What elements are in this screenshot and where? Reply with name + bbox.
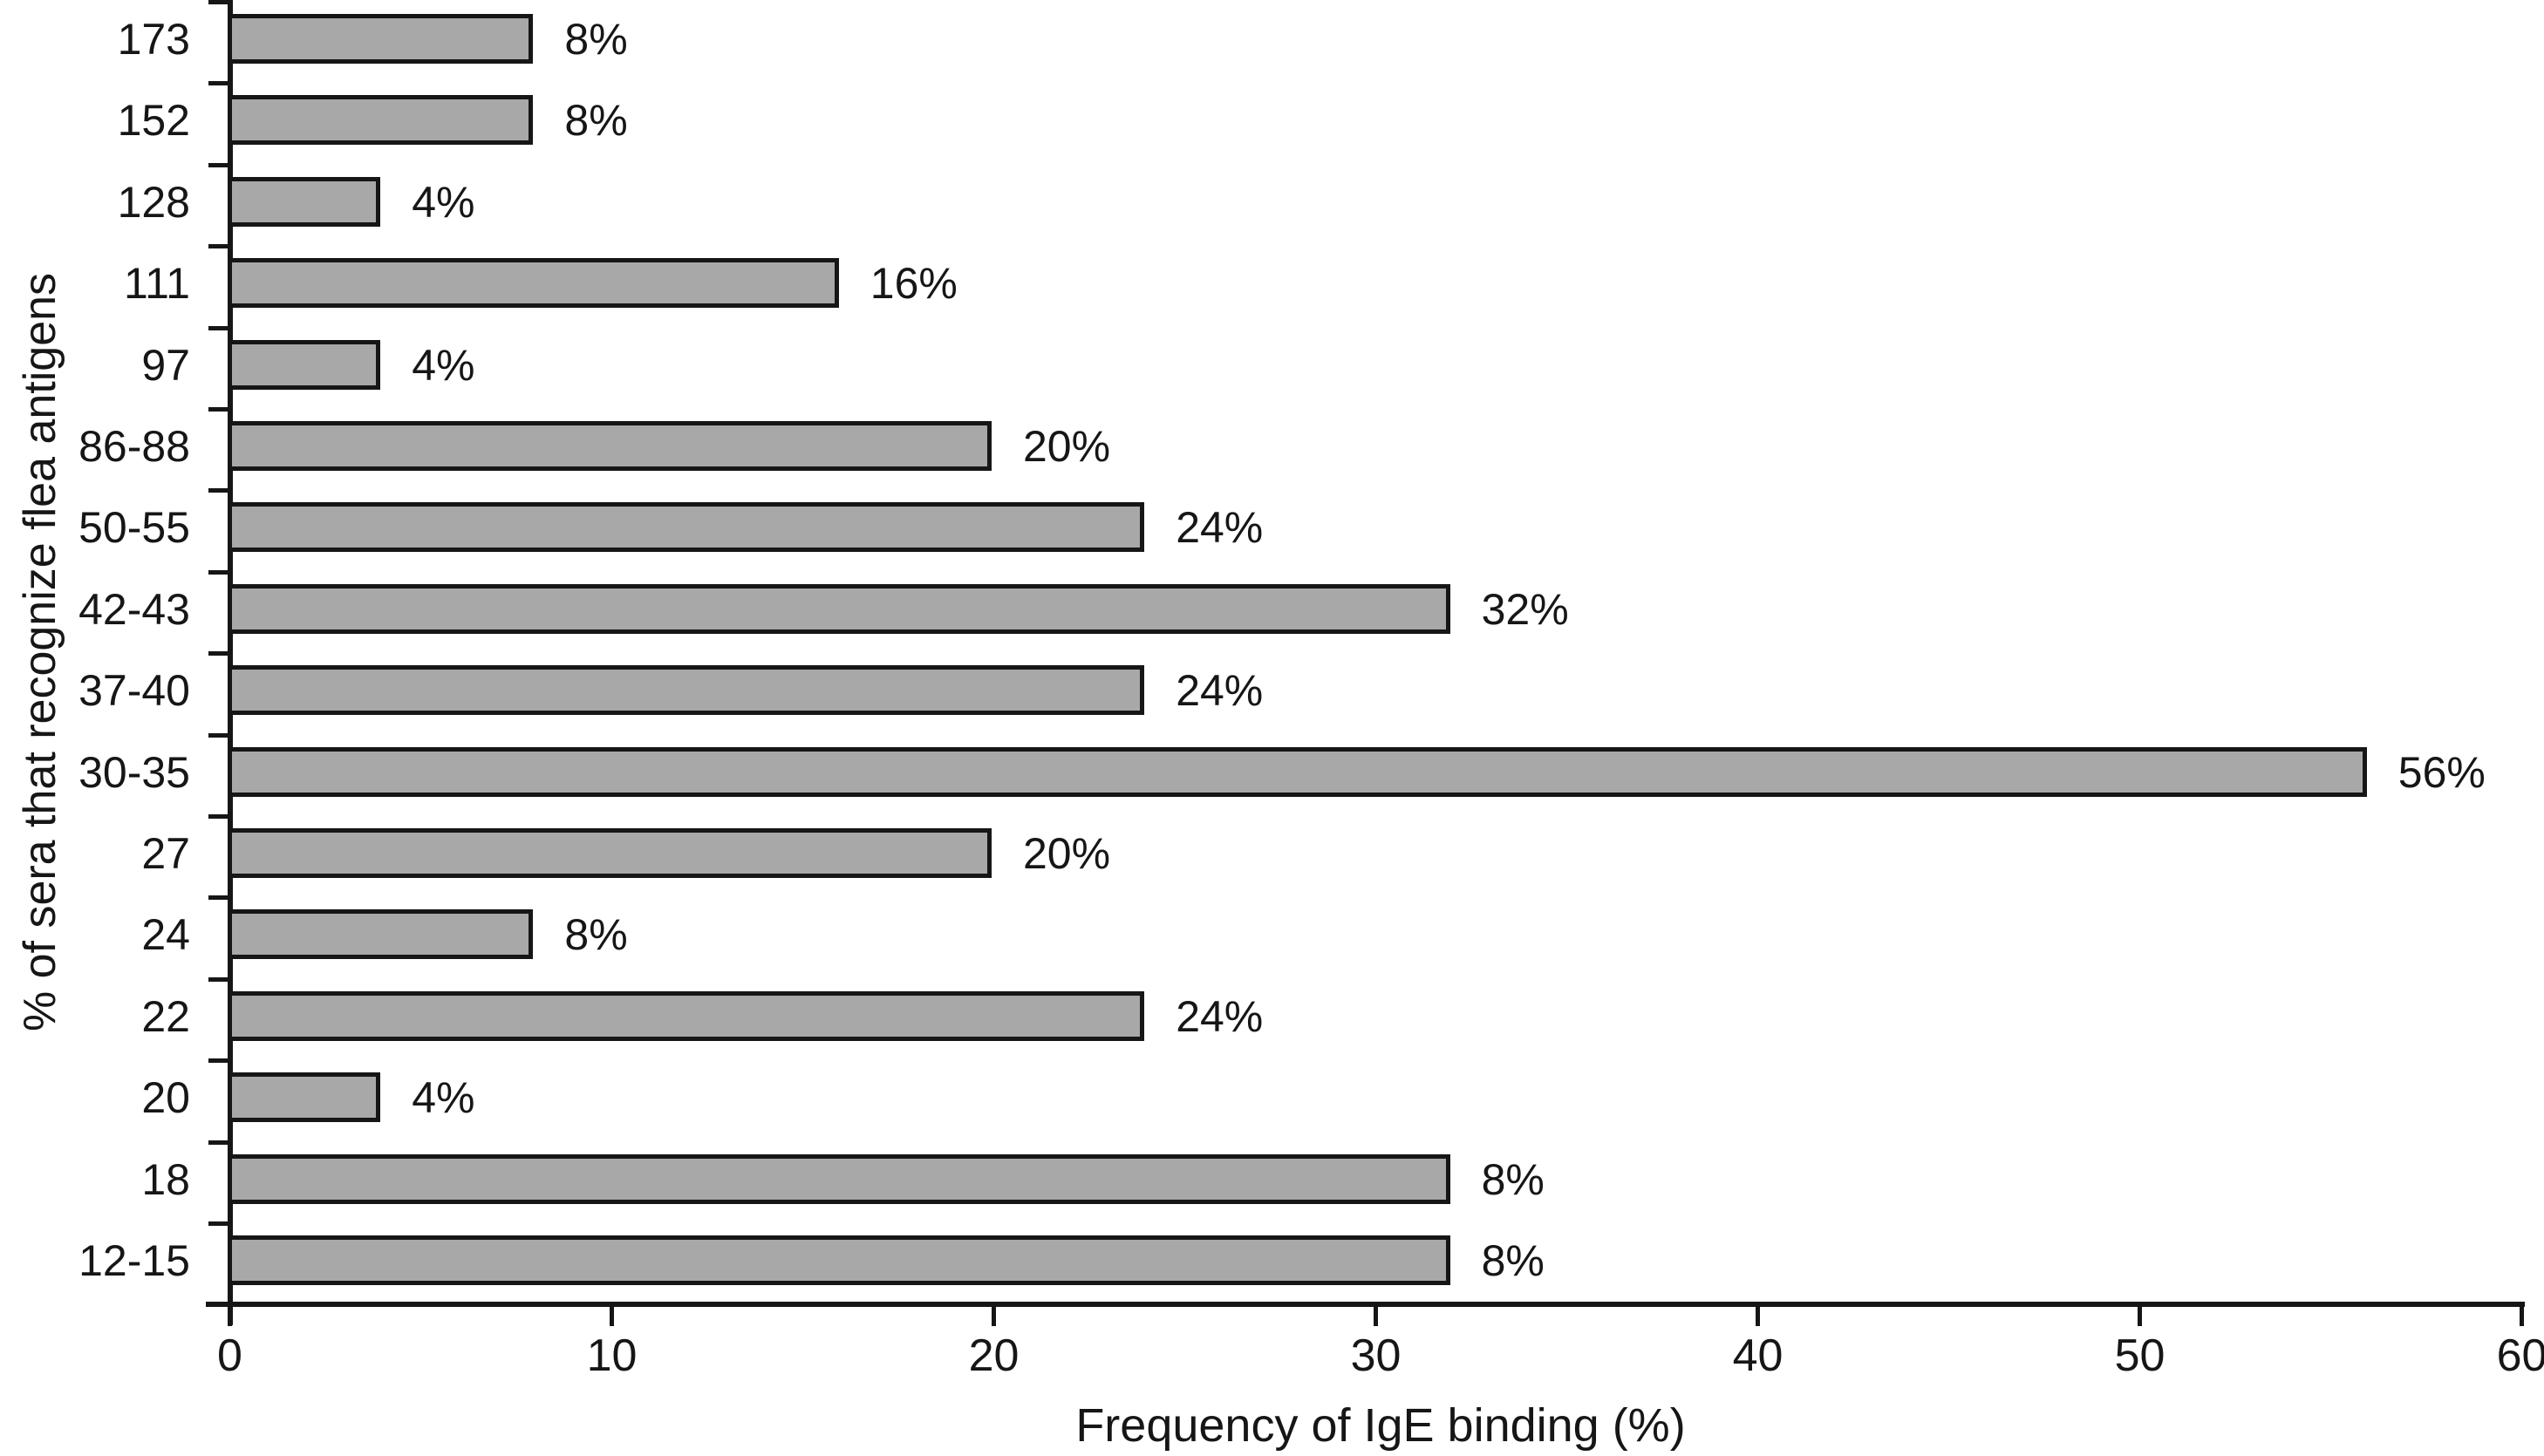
category-label: 37-40 bbox=[78, 666, 190, 716]
bar-row: 152 8% bbox=[0, 83, 2544, 165]
category-label: 12-15 bbox=[78, 1236, 190, 1285]
y-axis-title: % of sera that recognize flea antigens bbox=[15, 272, 65, 1032]
x-axis-line bbox=[206, 1302, 2525, 1307]
bar-value-label: 16% bbox=[870, 259, 958, 309]
x-tick-label: 50 bbox=[2114, 1330, 2165, 1381]
bar-row: 111 16% bbox=[0, 246, 2544, 328]
bar-value-label: 8% bbox=[1481, 1154, 1545, 1204]
x-tick-label: 60 bbox=[2496, 1330, 2544, 1381]
x-tick-label: 40 bbox=[1732, 1330, 1784, 1381]
y-tick bbox=[208, 81, 232, 86]
bar-row: 18 8% bbox=[0, 1142, 2544, 1224]
x-axis-title: Frequency of IgE binding (%) bbox=[1075, 1399, 1686, 1452]
bar bbox=[228, 746, 2367, 797]
category-label: 128 bbox=[117, 177, 190, 227]
category-label: 18 bbox=[141, 1154, 190, 1204]
bar bbox=[228, 502, 1145, 553]
bar-value-label: 56% bbox=[2397, 747, 2486, 797]
bar-row: 22 24% bbox=[0, 979, 2544, 1061]
y-axis-line bbox=[228, 0, 233, 1325]
category-label: 30-35 bbox=[78, 747, 190, 797]
bar bbox=[228, 828, 992, 878]
x-tick-label: 10 bbox=[586, 1330, 638, 1381]
category-label: 86-88 bbox=[78, 422, 190, 471]
bar-value-label: 8% bbox=[564, 15, 628, 64]
bar-row: 27 20% bbox=[0, 816, 2544, 898]
category-label: 24 bbox=[141, 910, 190, 960]
bar bbox=[228, 258, 839, 309]
bar-value-label: 8% bbox=[564, 910, 628, 960]
y-tick bbox=[208, 1058, 232, 1064]
bar-row: 37-40 24% bbox=[0, 653, 2544, 735]
bar bbox=[228, 1235, 1450, 1285]
bar bbox=[228, 583, 1450, 634]
y-tick bbox=[208, 895, 232, 901]
bar bbox=[228, 176, 381, 227]
bar-row: 30-35 56% bbox=[0, 735, 2544, 817]
x-tick bbox=[1756, 1302, 1760, 1326]
bar-value-label: 32% bbox=[1481, 584, 1569, 634]
bar-value-label: 8% bbox=[564, 96, 628, 146]
category-label: 97 bbox=[141, 340, 190, 390]
x-tick-label: 20 bbox=[968, 1330, 1020, 1381]
category-label: 22 bbox=[141, 991, 190, 1041]
bar-value-label: 20% bbox=[1023, 829, 1111, 878]
category-label: 173 bbox=[117, 15, 190, 64]
y-tick bbox=[208, 1221, 232, 1226]
y-tick bbox=[208, 0, 232, 4]
bar bbox=[228, 339, 381, 390]
y-tick bbox=[208, 569, 232, 575]
bar-value-label: 4% bbox=[412, 340, 475, 390]
y-tick bbox=[208, 162, 232, 167]
bar bbox=[228, 14, 534, 64]
category-label: 20 bbox=[141, 1073, 190, 1123]
bar bbox=[228, 1072, 381, 1123]
y-tick bbox=[208, 407, 232, 412]
x-tick bbox=[610, 1302, 614, 1326]
category-label: 111 bbox=[123, 259, 190, 309]
bar bbox=[228, 990, 1145, 1041]
bar-value-label: 4% bbox=[412, 177, 475, 227]
bar-row: 24 8% bbox=[0, 897, 2544, 979]
category-label: 152 bbox=[117, 96, 190, 146]
y-tick bbox=[208, 976, 232, 982]
bar-row: 97 4% bbox=[0, 328, 2544, 410]
bar-row: 50-55 24% bbox=[0, 490, 2544, 572]
category-label: 50-55 bbox=[78, 503, 190, 553]
x-tick-label: 30 bbox=[1350, 1330, 1402, 1381]
x-tick bbox=[2520, 1302, 2524, 1326]
bar bbox=[228, 909, 534, 960]
x-tick bbox=[992, 1302, 996, 1326]
x-tick bbox=[2138, 1302, 2142, 1326]
y-tick bbox=[208, 1140, 232, 1145]
y-tick bbox=[208, 732, 232, 738]
bar-row: 20 4% bbox=[0, 1060, 2544, 1142]
bar-value-label: 24% bbox=[1176, 666, 1264, 716]
bar-value-label: 20% bbox=[1023, 422, 1111, 471]
y-tick bbox=[208, 814, 232, 819]
y-tick bbox=[208, 325, 232, 330]
bar-row: 42-43 32% bbox=[0, 572, 2544, 654]
bar-row: 128 4% bbox=[0, 165, 2544, 247]
x-tick-label: 0 bbox=[217, 1330, 242, 1381]
bar-value-label: 24% bbox=[1176, 503, 1264, 553]
bar-value-label: 8% bbox=[1481, 1236, 1545, 1285]
bar-row: 173 8% bbox=[0, 2, 2544, 84]
category-label: 27 bbox=[141, 829, 190, 878]
category-label: 42-43 bbox=[78, 584, 190, 634]
bar bbox=[228, 95, 534, 146]
bar bbox=[228, 1153, 1450, 1204]
bar-row: 12-15 8% bbox=[0, 1223, 2544, 1305]
bar bbox=[228, 421, 992, 471]
bar-value-label: 4% bbox=[412, 1073, 475, 1123]
y-tick bbox=[208, 244, 232, 249]
bar-value-label: 24% bbox=[1176, 991, 1264, 1041]
bar-row: 86-88 20% bbox=[0, 409, 2544, 491]
x-tick bbox=[228, 1302, 232, 1326]
x-tick bbox=[1374, 1302, 1378, 1326]
y-tick bbox=[208, 488, 232, 493]
y-tick bbox=[208, 651, 232, 657]
bar bbox=[228, 665, 1145, 716]
